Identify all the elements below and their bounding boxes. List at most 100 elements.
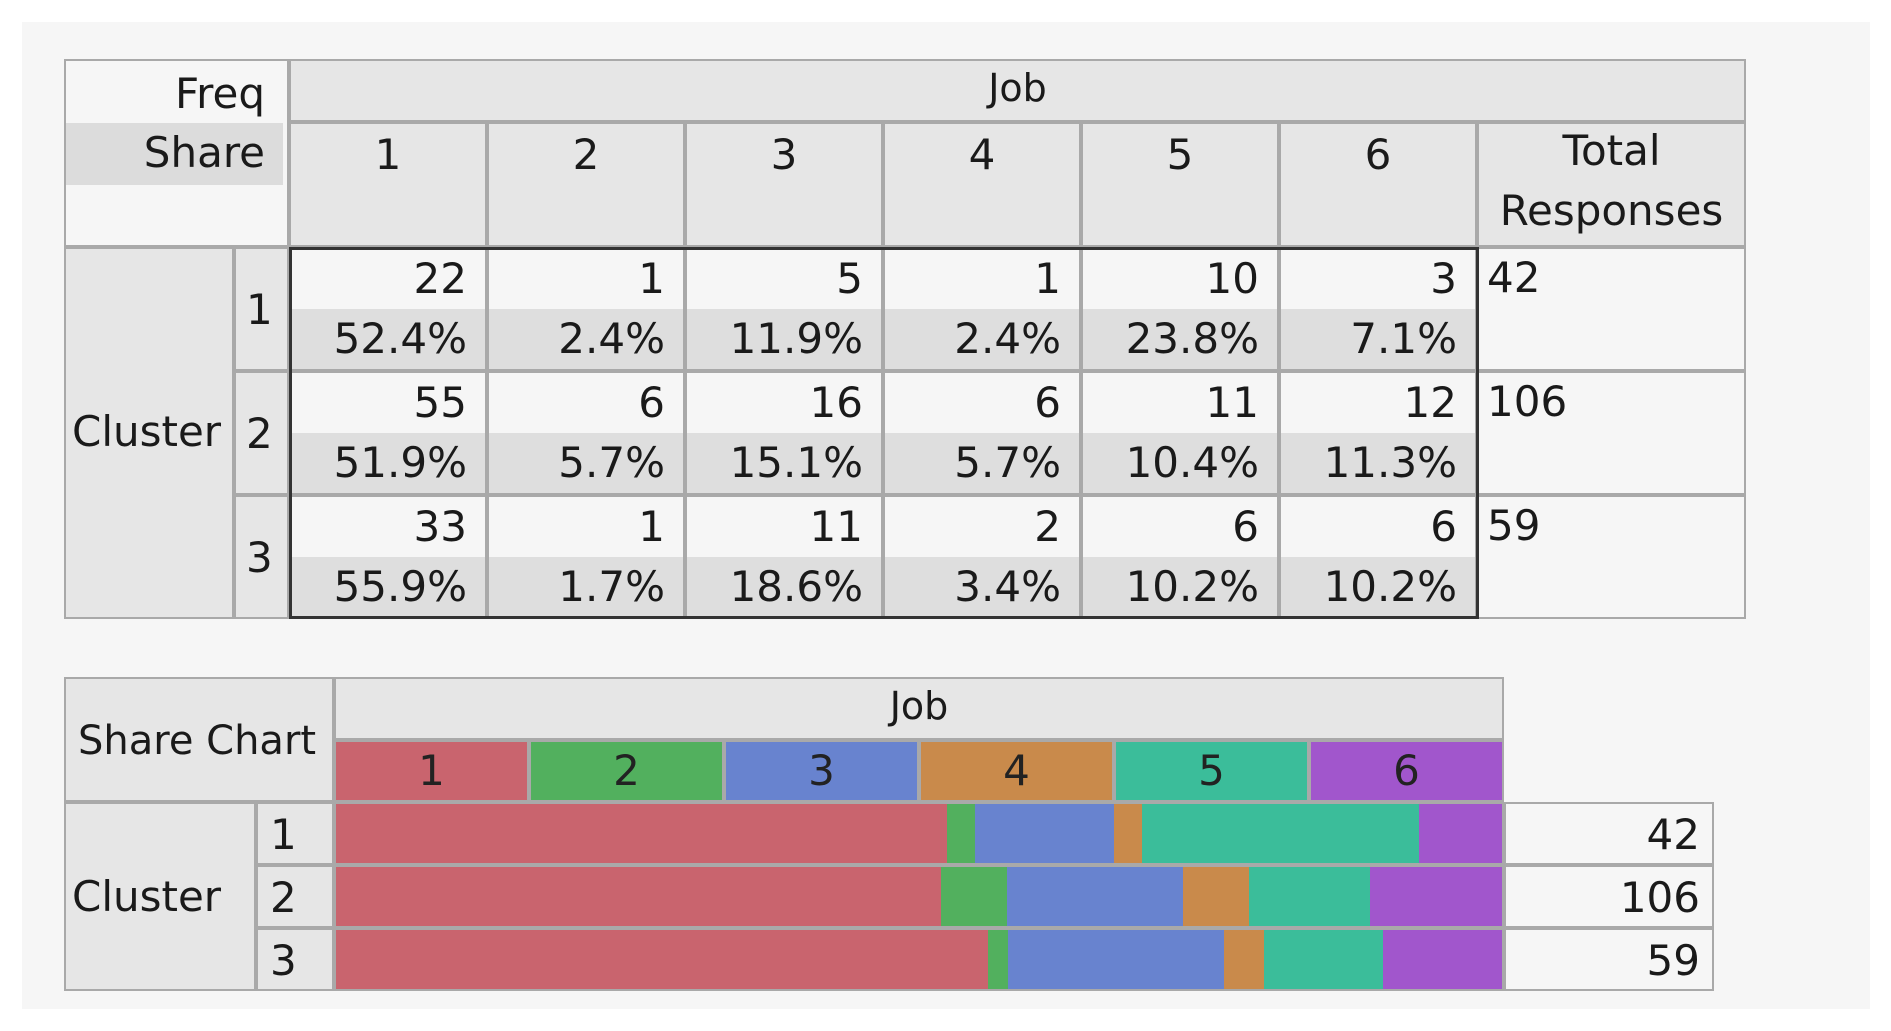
cell-share: 3.4% <box>885 557 1079 617</box>
crosstab-cell: 6 10.2% <box>1081 495 1279 619</box>
cell-freq: 33 <box>291 497 485 557</box>
bar-segment-job-3 <box>974 804 1115 863</box>
col-header-label: 5 <box>1166 130 1194 179</box>
report-canvas: Freq Share Job 1 2 3 4 5 6 Total Respons… <box>22 22 1870 1009</box>
legend-item-5: 5 <box>1114 740 1309 802</box>
legend-item-4: 4 <box>919 740 1114 802</box>
row-header-1: 1 <box>234 247 289 371</box>
crosstab-cell: 10 23.8% <box>1081 247 1279 371</box>
bar-segment-job-6 <box>1383 930 1502 989</box>
cell-share: 2.4% <box>885 309 1079 369</box>
col-header-5: 5 <box>1081 122 1279 247</box>
crosstab-cell: 33 55.9% <box>289 495 487 619</box>
share-chart-job-label: Job <box>889 684 949 728</box>
row-total-value: 59 <box>1487 501 1541 550</box>
row-total-cell: 106 <box>1477 371 1746 495</box>
cell-share: 11.9% <box>687 309 881 369</box>
legend-item-1: 1 <box>334 740 529 802</box>
crosstab-cell: 6 5.7% <box>883 371 1081 495</box>
share-chart-row-header-1: 1 <box>256 802 334 865</box>
row-header-label: 3 <box>246 533 273 582</box>
bar-segment-job-2 <box>946 804 976 863</box>
crosstab-cell: 11 18.6% <box>685 495 883 619</box>
share-chart-total-value: 59 <box>1646 936 1700 985</box>
row-total-cell: 59 <box>1477 495 1746 619</box>
cluster-row-group: Cluster <box>64 247 234 619</box>
cell-freq: 5 <box>687 249 881 309</box>
corner-share-label: Share <box>143 128 265 177</box>
share-bar-row-2 <box>334 865 1504 928</box>
share-chart-cluster-label: Cluster <box>72 872 222 921</box>
crosstab-cell: 12 11.3% <box>1279 371 1477 495</box>
legend-item-3: 3 <box>724 740 919 802</box>
crosstab-cell: 2 3.4% <box>883 495 1081 619</box>
share-chart-total-2: 106 <box>1504 865 1714 928</box>
crosstab-cell: 1 2.4% <box>487 247 685 371</box>
share-chart-total-value: 42 <box>1646 810 1700 859</box>
cell-share: 10.2% <box>1083 557 1277 617</box>
bar-segment-job-6 <box>1419 804 1502 863</box>
crosstab-cell: 6 5.7% <box>487 371 685 495</box>
cluster-row-group-label: Cluster <box>72 407 222 456</box>
row-header-3: 3 <box>234 495 289 619</box>
cell-freq: 6 <box>1281 497 1475 557</box>
cell-freq: 1 <box>885 249 1079 309</box>
row-total-cell: 42 <box>1477 247 1746 371</box>
crosstab-cell: 6 10.2% <box>1279 495 1477 619</box>
cell-share: 5.7% <box>885 433 1079 493</box>
bar-segment-job-4 <box>1224 930 1265 989</box>
share-chart-row-header-3: 3 <box>256 928 334 991</box>
share-chart-total-3: 59 <box>1504 928 1714 991</box>
cell-freq: 11 <box>687 497 881 557</box>
col-header-label: 1 <box>374 130 402 179</box>
crosstab-cell: 55 51.9% <box>289 371 487 495</box>
crosstab-cell: 16 15.1% <box>685 371 883 495</box>
legend-item-6: 6 <box>1309 740 1504 802</box>
cell-freq: 10 <box>1083 249 1277 309</box>
bar-segment-job-4 <box>1182 867 1250 926</box>
col-header-4: 4 <box>883 122 1081 247</box>
bar-segment-job-3 <box>1007 930 1225 989</box>
legend-item-2: 2 <box>529 740 724 802</box>
col-header-label: 4 <box>968 130 996 179</box>
share-chart-cluster-group: Cluster <box>64 802 256 991</box>
cell-freq: 16 <box>687 373 881 433</box>
col-header-label: 2 <box>572 130 600 179</box>
share-chart-row-label: 3 <box>270 936 297 985</box>
bar-segment-job-4 <box>1113 804 1143 863</box>
share-chart-corner-label: Share Chart <box>78 718 317 764</box>
share-bar-row-1 <box>334 802 1504 865</box>
share-chart-total-value: 106 <box>1619 873 1700 922</box>
bar-segment-job-2 <box>987 930 1009 989</box>
cell-freq: 6 <box>489 373 683 433</box>
bar-segment-job-1 <box>336 867 942 926</box>
row-total-value: 42 <box>1487 253 1541 302</box>
cell-freq: 1 <box>489 497 683 557</box>
cell-share: 52.4% <box>291 309 485 369</box>
cell-share: 7.1% <box>1281 309 1475 369</box>
cell-share: 11.3% <box>1281 433 1475 493</box>
row-header-label: 2 <box>246 409 273 458</box>
col-header-1: 1 <box>289 122 487 247</box>
row-header-label: 1 <box>246 285 273 334</box>
col-header-label: 6 <box>1364 130 1392 179</box>
cell-freq: 12 <box>1281 373 1475 433</box>
share-chart-corner: Share Chart <box>64 677 334 802</box>
bar-segment-job-1 <box>336 804 948 863</box>
cell-share: 10.4% <box>1083 433 1277 493</box>
share-chart-total-1: 42 <box>1504 802 1714 865</box>
corner-freq-label: Freq <box>175 69 265 118</box>
total-header-line2: Responses <box>1499 186 1724 235</box>
total-responses-header: Total Responses <box>1477 122 1746 247</box>
share-chart-job-header: Job <box>334 677 1504 740</box>
cell-share: 15.1% <box>687 433 881 493</box>
cell-freq: 22 <box>291 249 485 309</box>
cell-freq: 2 <box>885 497 1079 557</box>
cell-freq: 6 <box>885 373 1079 433</box>
cell-share: 5.7% <box>489 433 683 493</box>
bar-segment-job-3 <box>1006 867 1184 926</box>
cell-share: 18.6% <box>687 557 881 617</box>
crosstab-cell: 1 1.7% <box>487 495 685 619</box>
cell-share: 2.4% <box>489 309 683 369</box>
corner-share-band: Share <box>66 123 283 185</box>
